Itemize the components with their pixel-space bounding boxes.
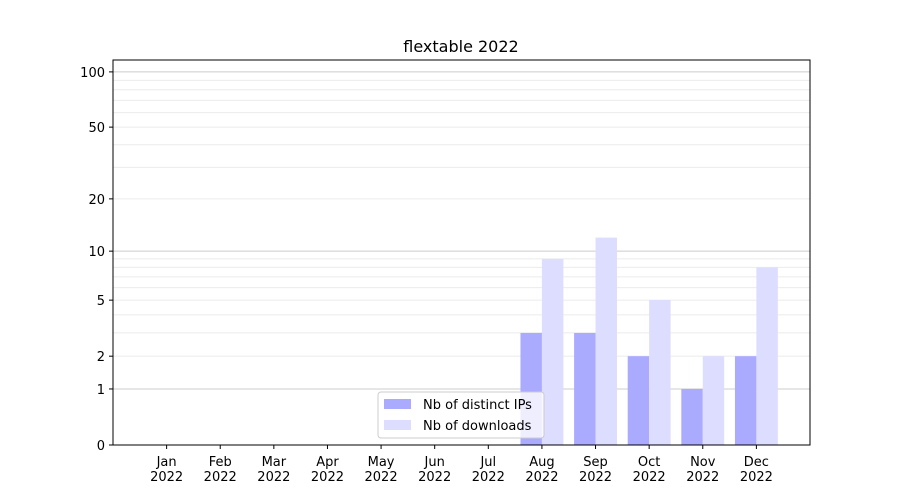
y-tick-label: 50 <box>88 121 105 136</box>
x-tick-label: 2022 <box>472 470 505 485</box>
bar-downloads <box>541 258 564 445</box>
legend-label: Nb of distinct IPs <box>423 398 532 413</box>
x-tick-label: Dec <box>744 455 769 470</box>
x-tick-label: Jan <box>156 455 177 470</box>
legend-label: Nb of downloads <box>423 419 532 434</box>
x-tick-label: 2022 <box>311 470 344 485</box>
bar-downloads <box>756 267 778 445</box>
x-tick-label: 2022 <box>365 470 398 485</box>
y-tick-label: 5 <box>97 294 105 309</box>
x-tick-label: 2022 <box>579 470 612 485</box>
x-tick-label: Sep <box>583 455 608 470</box>
y-tick-label: 10 <box>88 245 105 260</box>
x-tick-label: 2022 <box>150 470 183 485</box>
y-tick-label: 2 <box>97 350 105 365</box>
bar-distinct-ips <box>681 388 703 445</box>
x-tick-label: Jun <box>424 455 445 470</box>
legend-swatch <box>384 399 411 409</box>
legend-swatch <box>384 420 411 430</box>
x-tick-label: Aug <box>529 455 554 470</box>
y-tick-label: 1 <box>97 383 105 398</box>
y-tick-label: 100 <box>80 66 105 81</box>
legend-box <box>377 391 545 439</box>
legend: Nb of distinct IPs Nb of downloads <box>377 391 545 439</box>
x-tick-label: 2022 <box>204 470 237 485</box>
chart-title: flextable 2022 <box>403 37 518 56</box>
bar-downloads <box>649 300 671 445</box>
bar-downloads <box>595 237 617 445</box>
x-tick-label: Mar <box>262 455 287 470</box>
y-tick-label: 0 <box>97 439 105 454</box>
x-tick-label: 2022 <box>257 470 290 485</box>
x-tick-label: 2022 <box>525 470 558 485</box>
x-tick-label: 2022 <box>633 470 666 485</box>
x-tick-label: Oct <box>638 455 660 470</box>
bar-distinct-ips <box>734 356 757 445</box>
plot-frame <box>112 59 811 446</box>
bar-distinct-ips <box>574 332 596 445</box>
x-tick-label: 2022 <box>418 470 451 485</box>
x-tick-label: Feb <box>209 455 232 470</box>
x-tick-label: 2022 <box>740 470 773 485</box>
x-tick-label: Jul <box>479 455 496 470</box>
x-tick-label: Apr <box>316 455 339 470</box>
bar-distinct-ips <box>627 356 650 445</box>
y-tick-label: 20 <box>88 193 105 208</box>
x-tick-label: 2022 <box>686 470 719 485</box>
x-tick-label: Nov <box>690 455 716 470</box>
bar-downloads <box>702 356 725 445</box>
x-tick-label: May <box>368 455 395 470</box>
